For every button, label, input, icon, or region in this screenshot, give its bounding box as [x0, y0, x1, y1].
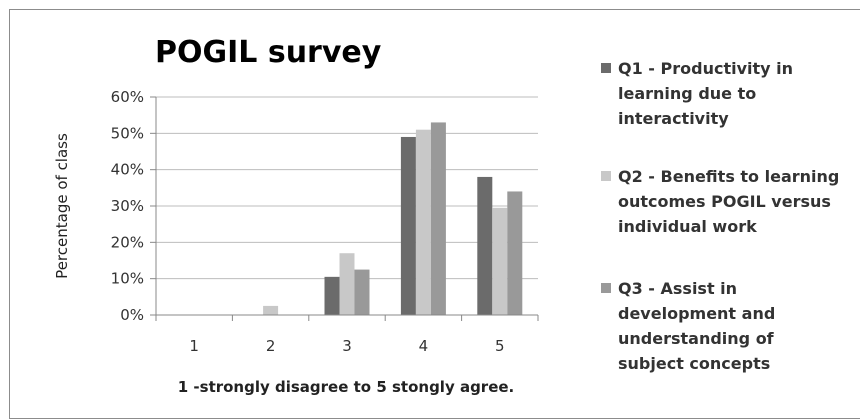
y-tick-label: 30% — [111, 197, 144, 215]
bar — [415, 129, 431, 315]
y-axis-label: Percentage of class — [53, 133, 71, 279]
legend-swatch — [601, 283, 611, 293]
bar — [492, 207, 508, 315]
bar — [339, 253, 355, 315]
y-tick-label: 60% — [111, 88, 144, 106]
bar — [263, 305, 279, 315]
legend-label: Q2 - Benefits to learning outcomes POGIL … — [618, 167, 839, 236]
chart-title: POGIL survey — [155, 35, 382, 70]
x-tick-label: 3 — [342, 337, 352, 355]
x-tick-label: 5 — [495, 337, 505, 355]
bar — [324, 276, 340, 315]
x-tick-label: 2 — [266, 337, 276, 355]
y-tick-label: 50% — [111, 124, 144, 142]
axes: 0% 10% 20% 30% 40% 50% 60% 1 2 3 4 5 — [111, 88, 539, 355]
x-tick-label: 4 — [419, 337, 429, 355]
legend-label: Q1 - Productivity in learning due to inter… — [618, 59, 793, 128]
y-tick-label: 0% — [120, 306, 144, 324]
x-tick-label: 1 — [189, 337, 199, 355]
y-tick-label: 10% — [111, 270, 144, 288]
legend-swatch — [601, 171, 611, 181]
bar — [400, 136, 416, 315]
bars — [263, 122, 523, 315]
bar — [430, 122, 446, 315]
legend-swatch — [601, 63, 611, 73]
y-tick-label: 20% — [111, 233, 144, 251]
bar — [477, 176, 493, 315]
y-tick-label: 40% — [111, 161, 144, 179]
x-axis-label: 1 -strongly disagree to 5 stongly agree. — [178, 378, 515, 396]
legend-label: Q3 - Assist in development and understandi… — [618, 279, 775, 373]
bar — [507, 191, 523, 315]
legend: Q1 - Productivity in learning due to inter… — [601, 59, 839, 373]
bar — [354, 269, 370, 315]
